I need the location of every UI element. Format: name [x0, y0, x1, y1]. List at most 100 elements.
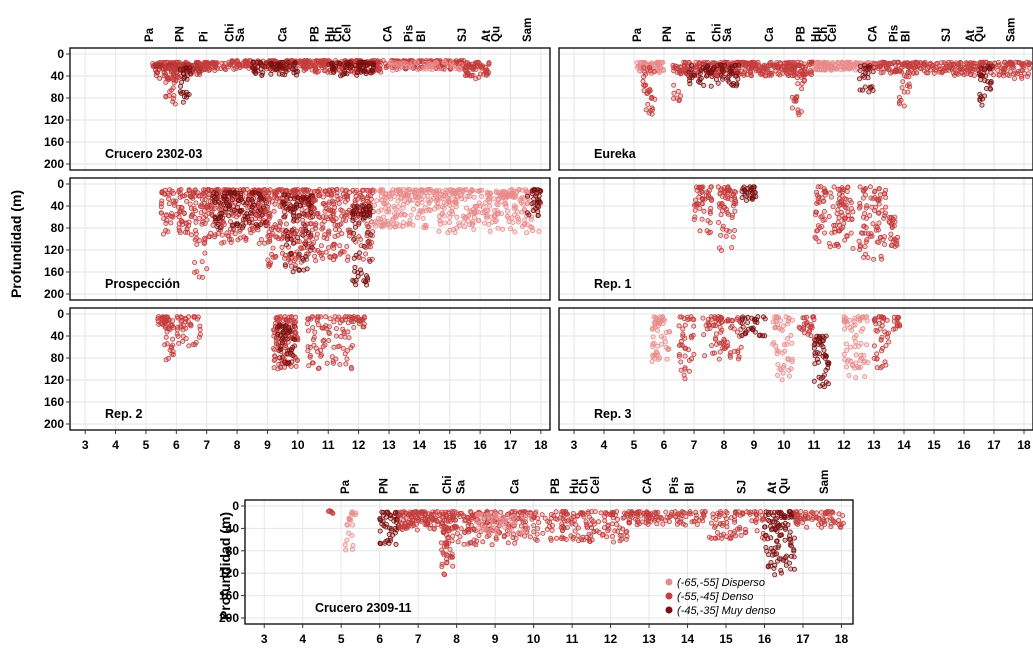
data-point [456, 223, 462, 229]
data-point [395, 198, 401, 204]
data-point [176, 62, 182, 68]
data-point [377, 540, 383, 546]
data-point [377, 528, 383, 534]
data-point [536, 197, 542, 203]
data-point [313, 345, 319, 351]
data-point [282, 314, 288, 320]
data-point [984, 86, 990, 92]
port-label: Ch [332, 27, 344, 42]
data-point [433, 188, 439, 194]
data-point [319, 221, 325, 227]
data-point [175, 333, 181, 339]
data-point [307, 221, 313, 227]
data-point [729, 245, 735, 251]
data-point [234, 58, 240, 64]
data-point [332, 314, 338, 320]
data-point [349, 343, 355, 349]
data-point [704, 228, 710, 234]
data-point [265, 257, 271, 263]
data-point [419, 187, 425, 193]
data-point [845, 209, 851, 215]
data-point [446, 210, 452, 216]
data-point [163, 65, 169, 71]
data-point [719, 315, 725, 321]
data-point [676, 98, 682, 104]
data-point [442, 192, 448, 198]
data-point [229, 229, 235, 235]
data-point [864, 342, 870, 348]
data-point [876, 201, 882, 207]
data-point [828, 194, 834, 200]
data-point [493, 217, 499, 223]
data-point [386, 531, 392, 537]
data-point [786, 315, 792, 321]
data-point [857, 205, 863, 211]
data-point [221, 64, 227, 70]
port-label: Pa [340, 479, 352, 494]
data-point [183, 191, 189, 197]
data-point [306, 363, 312, 369]
data-point [346, 530, 352, 536]
data-point [724, 227, 730, 233]
data-point [821, 198, 827, 204]
port-label: Pi [199, 31, 211, 42]
data-point [333, 216, 339, 222]
data-point [339, 208, 345, 214]
data-point [827, 244, 833, 250]
data-point [330, 64, 336, 70]
data-point [700, 65, 706, 71]
port-label: Sa [456, 479, 468, 494]
data-point [785, 356, 791, 362]
data-point [719, 320, 725, 326]
data-point [1015, 59, 1021, 65]
data-point [207, 67, 213, 73]
data-point [259, 212, 265, 218]
data-point [435, 200, 441, 206]
data-point [977, 73, 983, 79]
data-point [318, 353, 324, 359]
data-point [731, 348, 737, 354]
port-label: SJ [736, 480, 748, 494]
data-point [178, 324, 184, 330]
data-point [795, 81, 801, 87]
data-point [856, 365, 862, 371]
data-point [219, 210, 225, 216]
data-point [279, 244, 285, 250]
data-point [189, 211, 195, 217]
port-label: Cel [590, 476, 602, 494]
data-point [835, 200, 841, 206]
data-point [436, 66, 442, 72]
data-point [647, 88, 653, 94]
data-point [282, 214, 288, 220]
data-point [305, 64, 311, 70]
data-point [333, 326, 339, 332]
data-point [899, 85, 905, 91]
data-point [153, 73, 159, 79]
data-point [821, 208, 827, 214]
data-point [510, 219, 516, 225]
data-point [339, 317, 345, 323]
data-point [476, 74, 482, 80]
data-point [738, 344, 744, 350]
data-point [857, 315, 863, 321]
data-point [351, 230, 357, 236]
data-point [170, 352, 176, 358]
data-point [837, 228, 843, 234]
port-label: Cel [827, 24, 839, 42]
data-point [905, 69, 911, 75]
data-point [340, 217, 346, 223]
data-point [343, 361, 349, 367]
data-point [315, 314, 321, 320]
data-point [426, 63, 432, 69]
data-point [294, 218, 300, 224]
data-point [393, 527, 399, 533]
data-point [848, 344, 854, 350]
data-point [857, 184, 863, 190]
data-point [350, 543, 356, 549]
data-point [415, 67, 421, 73]
data-point [441, 67, 447, 73]
data-point [337, 61, 343, 67]
data-point [270, 245, 276, 251]
data-point [265, 239, 271, 245]
